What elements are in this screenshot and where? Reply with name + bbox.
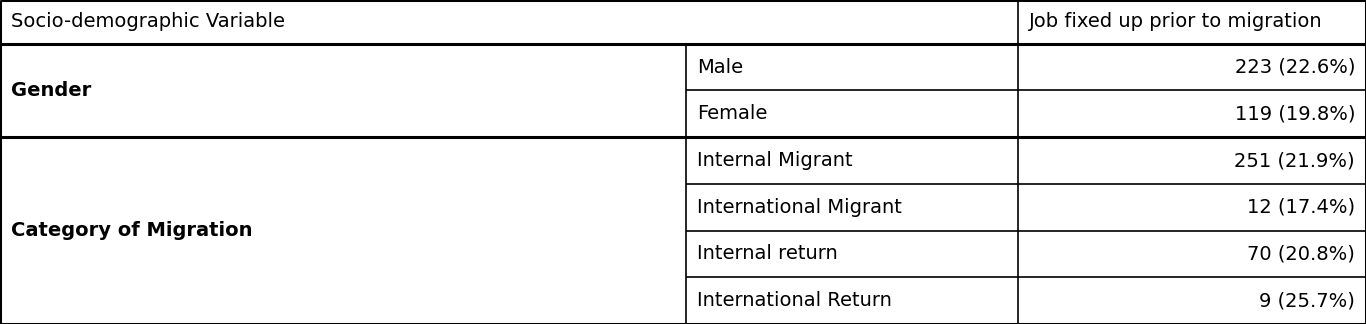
Text: 12 (17.4%): 12 (17.4%) — [1247, 198, 1355, 217]
Text: Socio-demographic Variable: Socio-demographic Variable — [11, 12, 285, 31]
Text: Female: Female — [697, 104, 768, 123]
Text: Gender: Gender — [11, 81, 92, 100]
Text: 119 (19.8%): 119 (19.8%) — [1235, 104, 1355, 123]
Text: Internal Migrant: Internal Migrant — [697, 151, 852, 170]
Text: 70 (20.8%): 70 (20.8%) — [1247, 244, 1355, 263]
Text: 223 (22.6%): 223 (22.6%) — [1235, 58, 1355, 76]
Text: Job fixed up prior to migration: Job fixed up prior to migration — [1029, 12, 1322, 31]
Text: Category of Migration: Category of Migration — [11, 221, 253, 240]
Text: International Migrant: International Migrant — [697, 198, 902, 217]
Text: 9 (25.7%): 9 (25.7%) — [1259, 291, 1355, 310]
Text: Male: Male — [697, 58, 743, 76]
Text: International Return: International Return — [697, 291, 892, 310]
Text: Internal return: Internal return — [697, 244, 837, 263]
Text: 251 (21.9%): 251 (21.9%) — [1235, 151, 1355, 170]
